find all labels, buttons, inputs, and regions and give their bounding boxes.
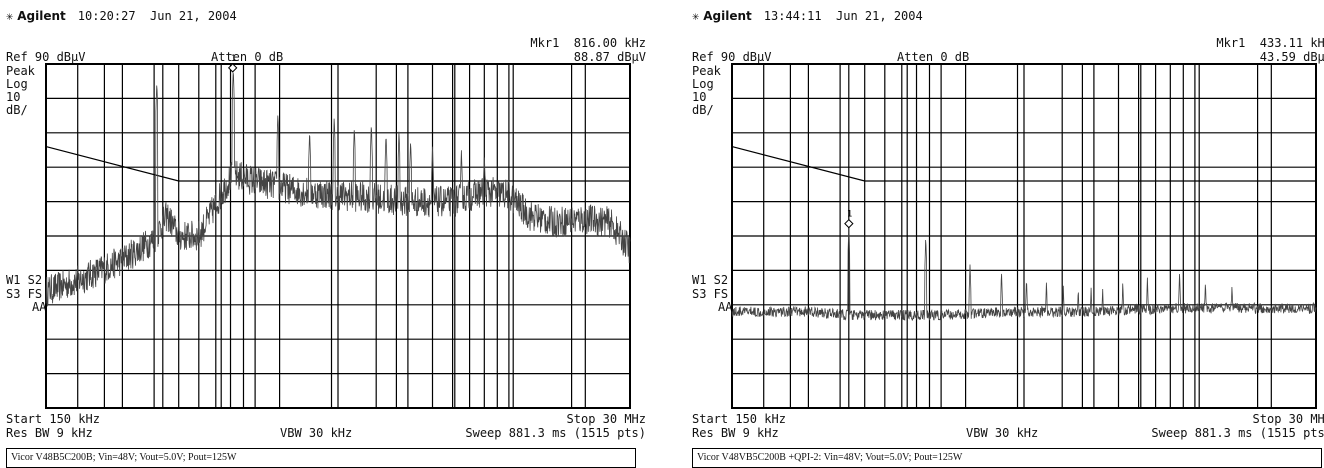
scale-log: Log [692, 77, 714, 91]
plot-frame [731, 63, 1317, 409]
marker-frequency: Mkr1 816.00 kHz [530, 36, 646, 50]
scale-unit: dB/ [6, 103, 28, 117]
trace-setting-1: W1 S2 [692, 273, 729, 287]
agilent-star-icon: ✳ [6, 9, 14, 23]
detector-peak: Peak [692, 64, 721, 78]
caption: Vicor V48VB5C200B +QPI-2: Vin=48V; Vout=… [692, 448, 1322, 468]
header: ✳ Agilent 10:20:27 Jun 21, 2004 [6, 9, 237, 23]
trace-setting-1: W1 S2 [6, 273, 43, 287]
ref-level: Ref 90 dBµV [692, 50, 772, 64]
detector-peak: Peak [6, 64, 35, 78]
caption: Vicor V48B5C200B; Vin=48V; Vout=5.0V; Po… [6, 448, 636, 468]
attenuation: Atten 0 dB [897, 50, 970, 64]
limit-line [45, 146, 630, 182]
stop-frequency: Stop 30 MHz [566, 412, 646, 426]
trace-setting-2: S3 FS [692, 287, 729, 301]
start-frequency: Start 150 kHz [6, 412, 100, 426]
marker-diamond [844, 218, 854, 229]
time: 13:44:11 [763, 9, 822, 23]
ref-level: Ref 90 dBµV [6, 50, 86, 64]
marker-diamond [227, 63, 238, 73]
trace-setting-3: AA [32, 300, 47, 314]
agilent-star-icon: ✳ [692, 9, 700, 23]
scale-unit: dB/ [692, 103, 714, 117]
brand-logo: Agilent [703, 9, 752, 23]
video-bandwidth: VBW 30 kHz [280, 426, 353, 440]
spectrum-plot: 1 [45, 54, 631, 409]
marker-amplitude: 88.87 dBµV [573, 50, 646, 64]
limit-line [731, 146, 1316, 182]
marker-freq-value: 816.00 kHz [573, 36, 646, 50]
marker-freq-value: 433.11 kHz [1259, 36, 1324, 50]
trace-setting-2: S3 FS [6, 287, 43, 301]
marker-id-label: 1 [231, 54, 236, 64]
scale-log: Log [6, 77, 28, 91]
brand-logo: Agilent [17, 9, 66, 23]
marker-label: Mkr1 [530, 36, 560, 50]
trace-line [45, 72, 631, 307]
spectrum-panel-right: ✳ Agilent 13:44:11 Jun 21, 2004 Mkr1 433.1… [692, 0, 1324, 468]
header: ✳ Agilent 13:44:11 Jun 21, 2004 [692, 9, 923, 23]
resolution-bandwidth: Res BW 9 kHz [692, 426, 779, 440]
sweep-time: Sweep 881.3 ms (1515 pts) [465, 426, 646, 440]
attenuation: Atten 0 dB [211, 50, 284, 64]
marker-frequency: Mkr1 433.11 kHz [1216, 36, 1324, 50]
trace-line [731, 226, 1317, 321]
date: Jun 21, 2004 [150, 9, 237, 23]
scale-value: 10 [6, 90, 21, 104]
plot-frame [45, 63, 631, 409]
marker-label: Mkr1 [1216, 36, 1246, 50]
marker-id-label: 1 [847, 210, 852, 220]
scale-value: 10 [692, 90, 707, 104]
marker-amplitude: 43.59 dBµV [1259, 50, 1324, 64]
time: 10:20:27 [77, 9, 136, 23]
video-bandwidth: VBW 30 kHz [966, 426, 1039, 440]
stop-frequency: Stop 30 MHz [1252, 412, 1324, 426]
spectrum-panel-left: ✳ Agilent 10:20:27 Jun 21, 2004 Mkr1 816.0… [6, 0, 646, 468]
start-frequency: Start 150 kHz [692, 412, 786, 426]
trace-setting-3: AA [718, 300, 733, 314]
date: Jun 21, 2004 [836, 9, 923, 23]
spectrum-plot: 1 [731, 63, 1317, 409]
sweep-time: Sweep 881.3 ms (1515 pts) [1151, 426, 1324, 440]
resolution-bandwidth: Res BW 9 kHz [6, 426, 93, 440]
